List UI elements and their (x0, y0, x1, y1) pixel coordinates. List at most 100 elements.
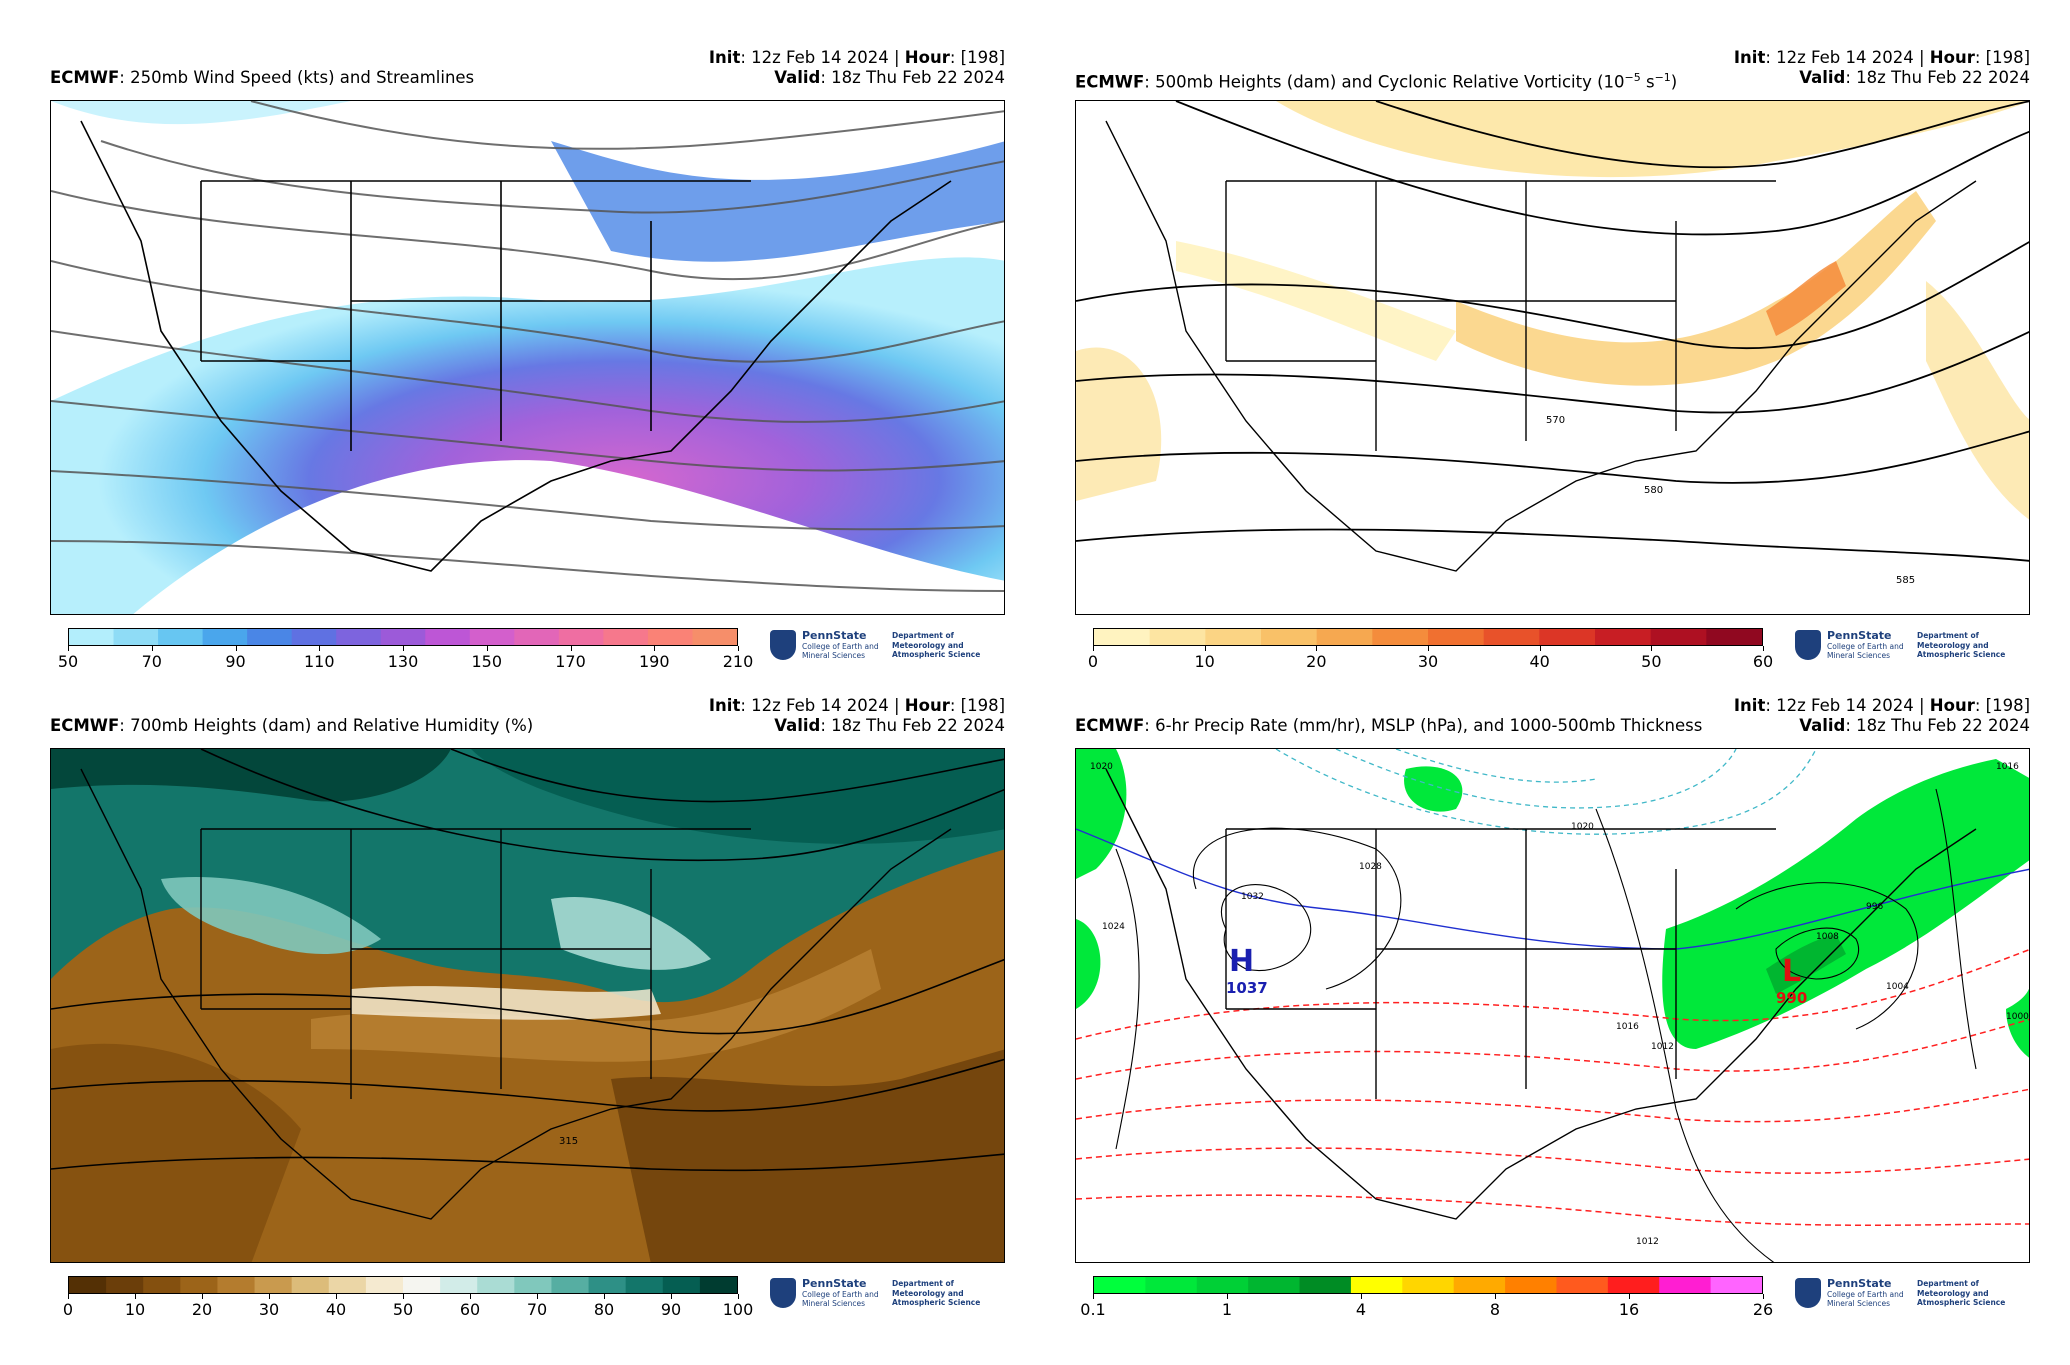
colorbar-tick-label: 0.1 (1080, 1300, 1106, 1319)
hour-label: Hour (1929, 696, 1975, 715)
colorbar-band (1607, 1277, 1660, 1293)
colorbar-tick (68, 1294, 69, 1299)
map-700mb: 315 (50, 748, 1005, 1263)
colorbar-band (143, 1277, 181, 1293)
colorbar-tick (403, 646, 404, 651)
init-value: : 12z Feb 14 2024 | (1765, 48, 1930, 67)
colorbar-band (180, 1277, 219, 1293)
colorbar-band (336, 629, 382, 645)
colorbar-band (1505, 1277, 1558, 1293)
hour-label: Hour (1929, 48, 1975, 67)
isobar-label: 1012 (1636, 1237, 1659, 1247)
shield-icon (770, 1278, 796, 1308)
hour-label: Hour (904, 696, 950, 715)
hour-value: : [198] (949, 696, 1005, 715)
colorbar-tick (319, 646, 321, 651)
colorbar-band (1556, 1277, 1609, 1293)
colorbar-band (1710, 1277, 1763, 1293)
colorbar-band (588, 1277, 627, 1293)
colorbar-tick (1316, 646, 1318, 651)
colorbar-tick (604, 1294, 605, 1299)
colorbar-tick-label: 10 (124, 1300, 146, 1319)
colorbar-band (158, 629, 204, 645)
colorbar-band (1706, 629, 1763, 645)
colorbar-tick (1763, 1294, 1764, 1299)
colorbar-band (551, 1277, 590, 1293)
model-label: ECMWF (1075, 72, 1145, 92)
colorbar-tick (738, 646, 739, 651)
high-pressure-value: 1037 (1226, 979, 1268, 997)
valid-value: : 18z Thu Feb 22 2024 (1845, 68, 2030, 87)
height-label-585: 585 (1896, 575, 1915, 586)
colorbar-tick-label: 190 (638, 652, 670, 671)
colorbar-band (328, 1277, 367, 1293)
colorbar-tick-label: 100 (722, 1300, 754, 1319)
panel-title: : 6-hr Precip Rate (mm/hr), MSLP (hPa), … (1144, 716, 1703, 735)
colorbar-tick-label: 40 (1529, 652, 1550, 671)
colorbar-tick (1428, 646, 1429, 651)
colorbar-tick (486, 646, 488, 651)
colorbar-rh (68, 1276, 738, 1294)
colorbar-band (1149, 629, 1206, 645)
colorbar-band (403, 1277, 441, 1293)
shield-icon (770, 630, 796, 660)
init-label: Init (708, 696, 741, 715)
colorbar-band (1539, 629, 1596, 645)
colorbar-tick (269, 1294, 270, 1299)
colorbar-tick (1763, 646, 1764, 651)
colorbar-tick (68, 646, 69, 651)
init-value: : 12z Feb 14 2024 | (740, 48, 905, 67)
colorbar-tick-label: 40 (325, 1300, 347, 1319)
colorbar-band (425, 629, 471, 645)
colorbar-tick (1227, 1294, 1228, 1299)
colorbar-tick-label: 130 (387, 652, 419, 671)
colorbar-band (113, 629, 159, 645)
colorbar-tick (1539, 646, 1541, 651)
isobar-label: 1012 (1651, 1042, 1674, 1052)
colorbar-band (1248, 1277, 1301, 1293)
logo-name: PennState (802, 1277, 867, 1290)
colorbar-tick-label: 210 (722, 652, 754, 671)
panel-title: : 700mb Heights (dam) and Relative Humid… (119, 716, 534, 735)
colorbar-band (1453, 1277, 1506, 1293)
colorbar-precip (1093, 1276, 1763, 1294)
panel-700mb-rh: Init: 12z Feb 14 2024 | Hour: [198] ECMW… (0, 648, 1020, 1319)
logo-college: College of Earth and Mineral Sciences (1827, 1290, 1904, 1308)
colorbar-ticks: 0.1 1 4 8 16 26 (1080, 1294, 1773, 1319)
colorbar-band (1196, 1277, 1249, 1293)
hour-value: : [198] (1974, 696, 2030, 715)
title-sup: −5 (1624, 71, 1641, 84)
isobar-label: 1024 (1102, 922, 1125, 932)
colorbar-band (217, 1277, 256, 1293)
high-pressure-marker: H (1229, 944, 1254, 979)
title-sup2: −1 (1654, 71, 1671, 84)
colorbar-tick-label: 50 (57, 652, 79, 671)
colorbar-tick (671, 1294, 672, 1299)
colorbar-tick-label: 26 (1752, 1300, 1774, 1319)
colorbar-band (1402, 1277, 1455, 1293)
colorbar-tick (403, 1294, 404, 1299)
shield-icon (1795, 630, 1821, 660)
colorbar-band (254, 1277, 293, 1293)
valid-label: Valid (1799, 716, 1846, 735)
height-label-570: 570 (1546, 415, 1565, 426)
logo-college: College of Earth and Mineral Sciences (802, 1290, 879, 1308)
colorbar-tick (235, 646, 237, 651)
colorbar-tick (151, 646, 153, 651)
colorbar-tick (202, 1294, 203, 1299)
isobar-label: 1000 (2006, 1012, 2029, 1022)
init-label: Init (1733, 48, 1766, 67)
colorbar-tick (1629, 1294, 1630, 1299)
colorbar-band (291, 1277, 330, 1293)
model-label: ECMWF (50, 68, 120, 87)
map-250mb (50, 100, 1005, 615)
colorbar-tick-label: 90 (660, 1300, 682, 1319)
colorbar-tick-label: 1 (1221, 1300, 1233, 1319)
valid-label: Valid (774, 716, 821, 735)
colorbar-band (1316, 629, 1373, 645)
valid-label: Valid (1799, 68, 1846, 87)
colorbar-ticks: 0 10 20 30 40 50 60 70 80 90 100 (63, 1294, 753, 1319)
hour-value: : [198] (949, 48, 1005, 67)
isobar-label: 1020 (1571, 822, 1594, 832)
colorbar-band (1261, 629, 1318, 645)
